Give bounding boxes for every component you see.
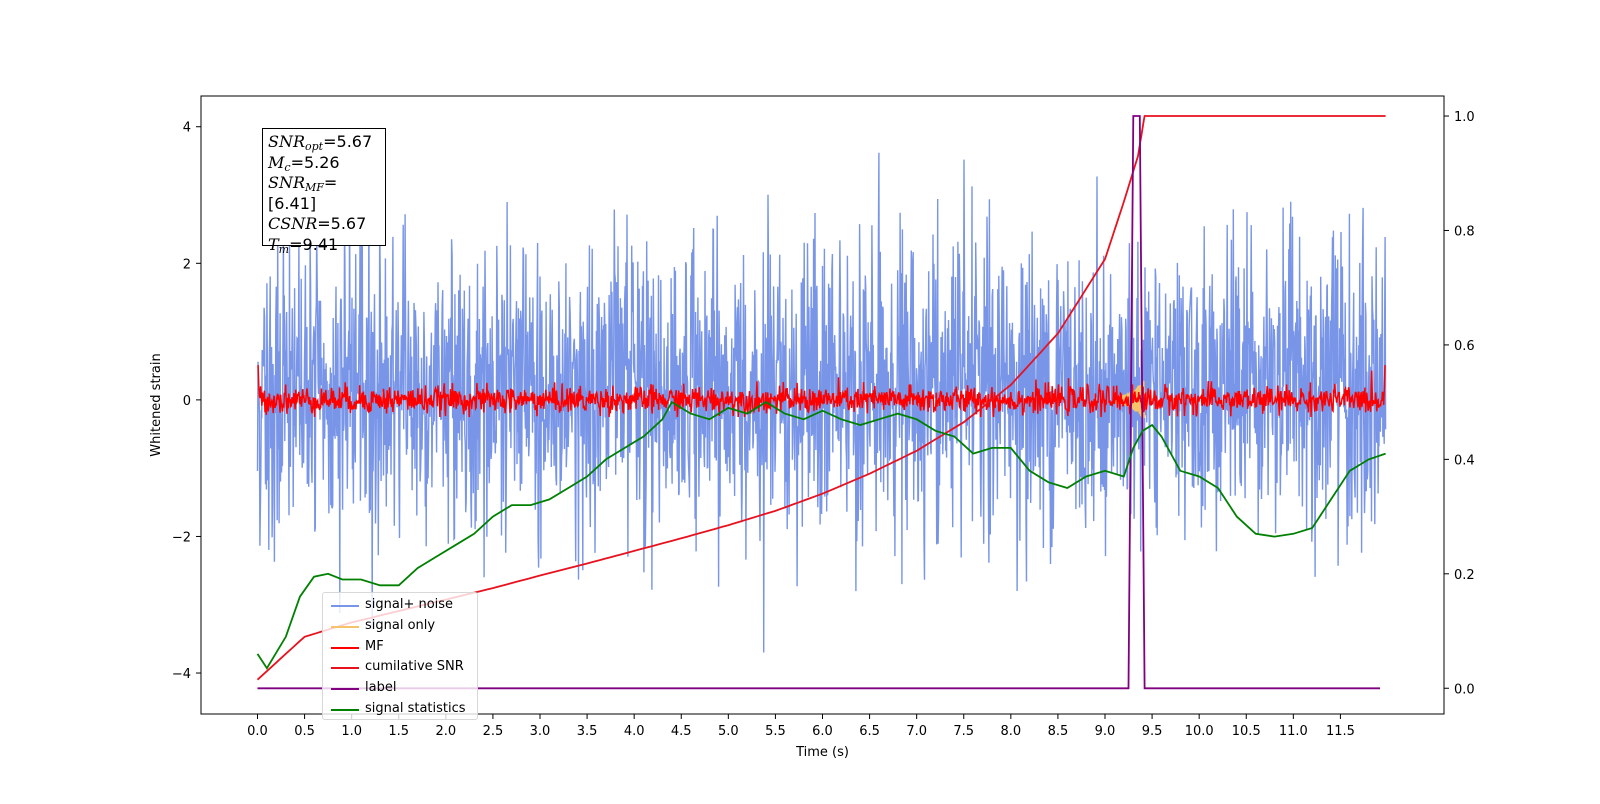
- annotation-value: =[6.41]: [268, 173, 338, 213]
- annotation-subscript: MF: [305, 181, 324, 194]
- x-tick-label: 11.0: [1279, 724, 1308, 739]
- legend-label: MF: [365, 638, 384, 654]
- y-tick-label: 4: [183, 121, 191, 136]
- legend-item: signal only: [323, 616, 477, 637]
- y-tick-label: −2: [172, 530, 191, 545]
- x-tick-label: 10.5: [1232, 724, 1261, 739]
- annotation-line: SNRopt=5.67: [268, 132, 385, 153]
- x-tick-label: 11.5: [1326, 724, 1355, 739]
- annotation-symbol: T: [268, 234, 279, 254]
- annotation-value: =5.67: [323, 132, 373, 151]
- annotation-subscript: m: [278, 242, 290, 256]
- legend-label: signal only: [365, 617, 436, 633]
- y2-tick-label: 0.2: [1454, 568, 1475, 583]
- annotation-line: CSNR=5.67: [268, 214, 385, 235]
- x-tick-label: 5.0: [718, 724, 739, 739]
- y2-tick-label: 1.0: [1454, 110, 1475, 125]
- annotation-symbol: SNR: [268, 132, 306, 151]
- series-signal-statistics-line: [256, 400, 1386, 670]
- y2-tick-label: 0.4: [1454, 453, 1475, 468]
- x-tick-label: 9.5: [1142, 724, 1163, 739]
- legend-label: signal statistics: [365, 700, 466, 716]
- x-tick-label: 6.5: [859, 724, 880, 739]
- series-signal-noise-line: [256, 152, 1387, 653]
- series-mf-line: [257, 364, 1386, 418]
- legend-item: MF: [323, 637, 477, 658]
- legend: signal+ noise signal only MF cumilative SNR…: [322, 592, 478, 720]
- annotation-symbol: M: [268, 152, 285, 172]
- x-tick-label: 0.0: [247, 724, 268, 739]
- y2-tick-label: 0.8: [1454, 224, 1475, 239]
- x-tick-label: 7.0: [906, 724, 927, 739]
- x-tick-label: 6.0: [812, 724, 833, 739]
- legend-swatch: [331, 708, 359, 711]
- y-tick-label: 2: [183, 257, 191, 272]
- x-tick-label: 3.5: [577, 724, 598, 739]
- x-tick-label: 7.5: [953, 724, 974, 739]
- annotation-value: =5.67: [317, 214, 367, 233]
- legend-swatch: [331, 667, 359, 670]
- x-tick-label: 4.0: [624, 724, 645, 739]
- y2-tick-label: 0.0: [1454, 682, 1475, 697]
- x-axis-label: Time (s): [795, 745, 849, 760]
- annotation-line: Tm=9.41: [268, 235, 385, 256]
- x-tick-label: 0.5: [294, 724, 315, 739]
- y-tick-label: 0: [183, 394, 191, 409]
- annotation-subscript: c: [284, 160, 291, 174]
- x-tick-label: 8.5: [1048, 724, 1069, 739]
- legend-item: label: [323, 678, 477, 699]
- x-tick-label: 10.0: [1185, 724, 1214, 739]
- annotation-box: SNRopt=5.67 Mc=5.26 SNRMF=[6.41] CSNR=5.67 T…: [262, 128, 386, 255]
- axes: 0.0 0.5 1.0 1.5 2.0 2.5 3.0 3.5 4.0 4.5 5.0 5.5 6.0 6…: [149, 95, 1475, 760]
- x-tick-label: 5.5: [765, 724, 786, 739]
- series-label-line: [257, 115, 1380, 690]
- annotation-line: Mc=5.26: [268, 153, 385, 174]
- x-tick-label: 1.5: [388, 724, 409, 739]
- legend-swatch: [331, 605, 359, 607]
- legend-item: signal+ noise: [323, 595, 477, 616]
- legend-label: signal+ noise: [365, 597, 454, 612]
- legend-swatch: [331, 646, 359, 649]
- legend-item: signal statistics: [323, 699, 477, 720]
- y-axis-label: Whitened strain: [149, 353, 164, 456]
- legend-label: cumilative SNR: [365, 659, 464, 675]
- legend-swatch: [331, 625, 359, 628]
- x-tick-label: 2.5: [483, 724, 504, 739]
- legend-item: cumilative SNR: [323, 657, 477, 678]
- legend-label: label: [365, 680, 397, 696]
- annotation-value: =5.26: [290, 152, 340, 172]
- x-tick-label: 2.0: [435, 724, 456, 739]
- y2-tick-label: 0.6: [1454, 339, 1475, 354]
- legend-swatch: [331, 688, 359, 691]
- x-tick-label: 1.0: [341, 724, 362, 739]
- annotation-symbol: SNR: [268, 173, 306, 192]
- annotation-symbol: CSNR: [268, 214, 318, 233]
- annotation-line: SNRMF=[6.41]: [268, 173, 385, 214]
- x-tick-label: 4.5: [671, 724, 692, 739]
- x-tick-label: 3.0: [530, 724, 551, 739]
- annotation-subscript: opt: [305, 140, 324, 153]
- annotation-value: =9.41: [289, 234, 339, 254]
- x-tick-label: 8.0: [1000, 724, 1021, 739]
- y-tick-label: −4: [172, 667, 191, 682]
- x-tick-label: 9.0: [1095, 724, 1116, 739]
